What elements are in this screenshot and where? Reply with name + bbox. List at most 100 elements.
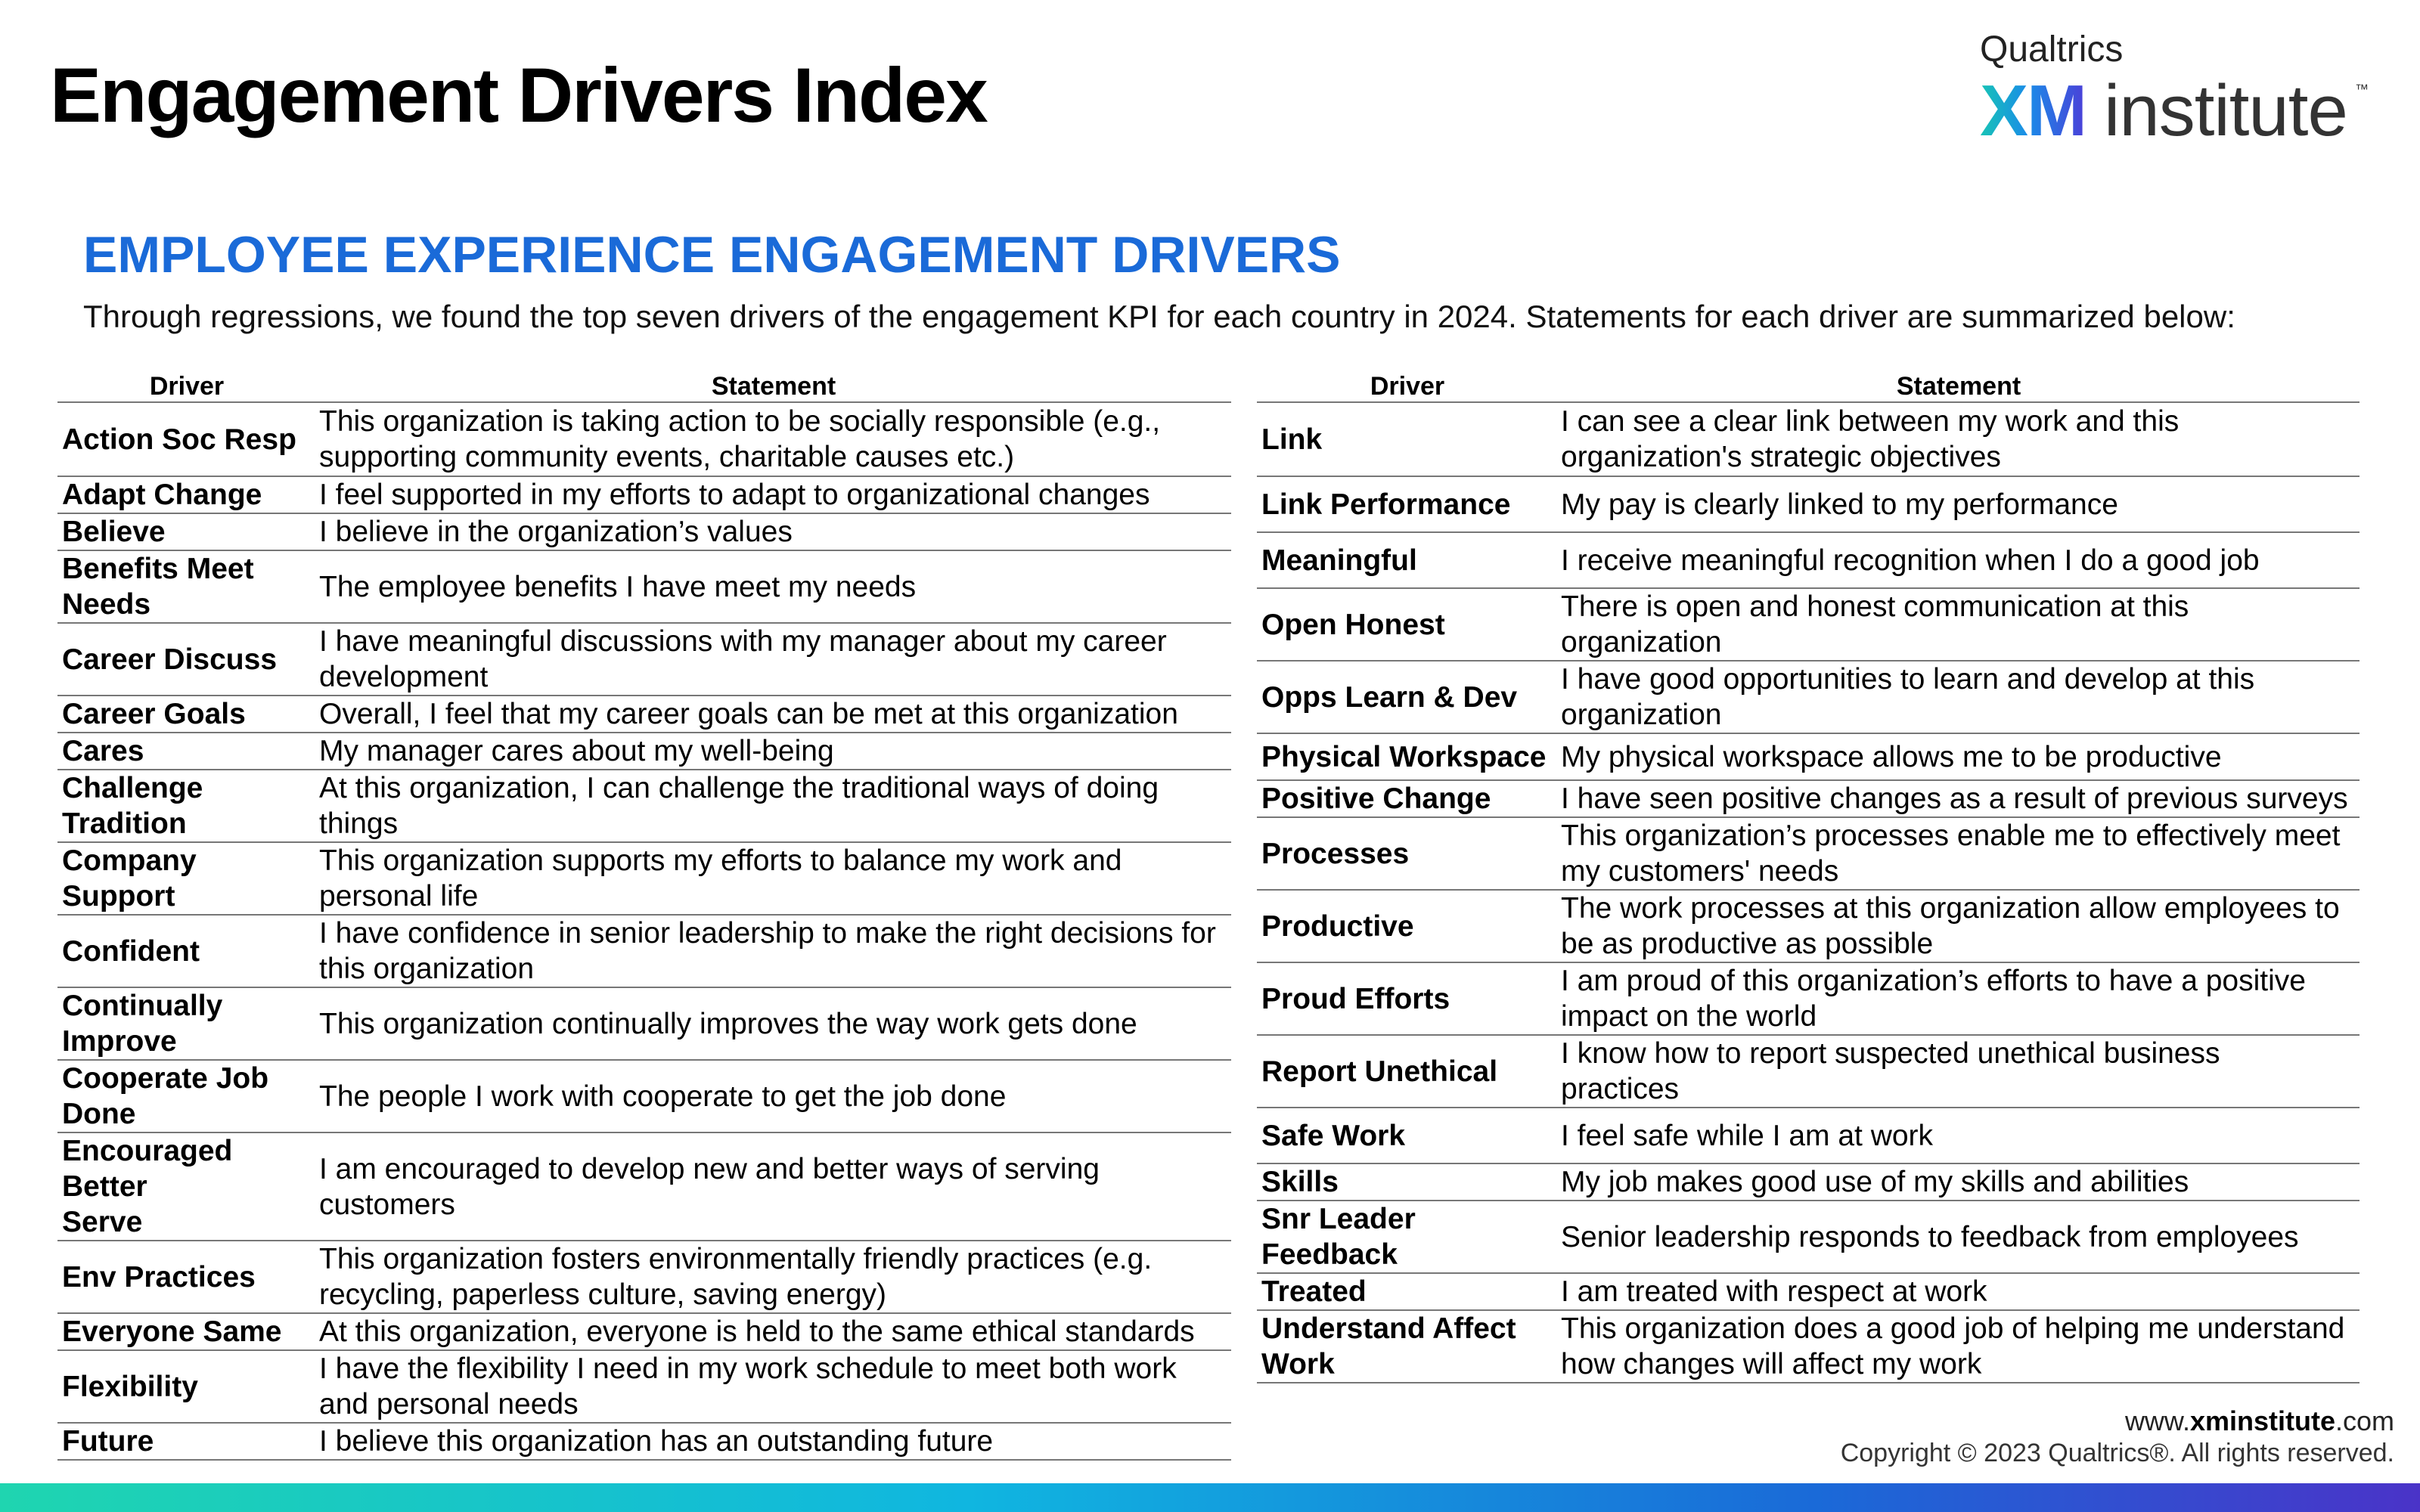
table-row: Understand Affect Work This organization d… (1257, 1310, 2360, 1383)
driver-name: Serve (62, 1206, 143, 1238)
table-row: Confident I have confidence in senior lea… (57, 915, 1231, 988)
statement-text: I receive meaningful recognition when I … (1561, 544, 2260, 577)
driver-cell: Open Honest (1257, 588, 1558, 662)
driver-name: Benefits Meet (62, 553, 254, 585)
section-subtitle: EMPLOYEE EXPERIENCE ENGAGEMENT DRIVERS (83, 226, 1341, 284)
driver-cell: Snr Leader Feedback (1257, 1201, 1558, 1274)
statement-text: things (319, 807, 399, 840)
statement-text: I feel supported in my efforts to adapt … (319, 479, 1150, 511)
statement-text: I have meaningful discussions with my ma… (319, 625, 1167, 658)
logo-qualtrics-text: Qualtrics (1980, 29, 2124, 70)
driver-cell: Confident (57, 915, 316, 988)
driver-name: Processes (1261, 837, 1410, 870)
driver-name: Future (62, 1425, 154, 1458)
statement-text: Senior leadership responds to feedback f… (1561, 1220, 2299, 1253)
driver-cell: Career Discuss (57, 623, 316, 696)
statement-text: The employee benefits I have meet my nee… (319, 570, 917, 603)
statement-cell: The employee benefits I have meet my nee… (316, 550, 1231, 624)
driver-cell: Challenge Tradition (57, 770, 316, 843)
table-row: Adapt Change I feel supported in my effor… (57, 476, 1231, 514)
statement-text: I can see a clear link between my work a… (1561, 405, 2180, 438)
statement-text: I am encouraged to develop new and bette… (319, 1152, 1100, 1185)
driver-cell: Everyone Same (57, 1313, 316, 1351)
table-row: Continually Improve This organization cont… (57, 987, 1231, 1061)
driver-name: Encouraged Better (62, 1135, 233, 1203)
table-row: Meaningful I receive meaningful recogniti… (1257, 532, 2360, 589)
statement-text: organization's strategic objectives (1561, 441, 2001, 473)
table-row: Link I can see a clear link between my wo… (1257, 402, 2360, 477)
driver-name: Link (1261, 423, 1323, 456)
driver-name: Opps Learn & Dev (1261, 680, 1518, 714)
statement-cell: My job makes good use of my skills and a… (1558, 1163, 2360, 1201)
table-row: Future I believe this organization has an… (57, 1423, 1231, 1461)
footer-url-prefix: www. (2124, 1405, 2190, 1436)
statement-column-header: Statement (316, 370, 1231, 403)
driver-cell: Skills (1257, 1163, 1558, 1201)
driver-name: Company Support (62, 844, 197, 912)
driver-name: Skills (1261, 1166, 1339, 1198)
statement-text: supporting community events, charitable … (319, 441, 1015, 473)
statement-cell: My pay is clearly linked to my performan… (1558, 476, 2360, 533)
driver-name: Confident (62, 934, 200, 968)
statement-cell: I am encouraged to develop new and bette… (316, 1132, 1231, 1241)
driver-cell: Cooperate Job Done (57, 1060, 316, 1133)
driver-cell: Safe Work (1257, 1108, 1558, 1164)
statement-column-header: Statement (1558, 370, 2360, 403)
driver-name: Career Goals (62, 698, 246, 730)
driver-name: Continually (62, 990, 223, 1022)
statement-text: My manager cares about my well-being (319, 735, 834, 767)
driver-column-header: Driver (1257, 370, 1558, 403)
driver-name: Productive (1261, 909, 1414, 943)
page-title: Engagement Drivers Index (50, 52, 988, 138)
driver-name: Career Discuss (62, 643, 278, 676)
driver-name: Believe (62, 516, 166, 548)
statement-text: organization (1561, 626, 1722, 658)
table-row: Report Unethical I know how to report sus… (1257, 1035, 2360, 1108)
driver-cell: Continually Improve (57, 987, 316, 1061)
table-row: Proud Efforts I am proud of this organiza… (1257, 962, 2360, 1036)
drivers-table-left: Driver Statement Action Soc Resp This org… (57, 370, 1231, 1461)
statement-cell: My manager cares about my well-being (316, 733, 1231, 770)
statement-cell: This organization fosters environmentall… (316, 1241, 1231, 1314)
driver-cell: Physical Workspace (1257, 733, 1558, 781)
driver-cell: Cares (57, 733, 316, 770)
statement-text: customers (319, 1188, 455, 1221)
drivers-table-right-body: Link I can see a clear link between my wo… (1257, 402, 2360, 1383)
table-header-row: Driver Statement (1257, 370, 2360, 403)
driver-name: Flexibility (62, 1370, 198, 1403)
statement-cell: This organization’s processes enable me … (1558, 817, 2360, 891)
table-row: Career Discuss I have meaningful discussi… (57, 623, 1231, 696)
statement-text: I am proud of this organization’s effort… (1561, 965, 2306, 997)
driver-name: Env Practices (62, 1260, 256, 1294)
driver-cell: Understand Affect Work (1257, 1310, 1558, 1383)
drivers-table-right: Driver Statement Link I can see a clear l… (1257, 370, 2360, 1383)
driver-cell: Believe (57, 513, 316, 551)
statement-cell: Senior leadership responds to feedback f… (1558, 1201, 2360, 1274)
statement-text: There is open and honest communication a… (1561, 590, 2189, 623)
logo-trademark: ™ (2355, 82, 2369, 97)
statement-text: I have confidence in senior leadership t… (319, 917, 1216, 950)
table-row: Link Performance My pay is clearly linked… (1257, 476, 2360, 533)
driver-name: Physical Workspace (1261, 740, 1547, 773)
table-row: Believe I believe in the organization’s v… (57, 513, 1231, 551)
table-row: Treated I am treated with respect at work (1257, 1273, 2360, 1311)
driver-name: Improve (62, 1025, 177, 1058)
footer-website[interactable]: www.xminstitute.com (2125, 1406, 2394, 1436)
statement-cell: My physical workspace allows me to be pr… (1558, 733, 2360, 781)
statement-text: This organization continually improves t… (319, 1007, 1137, 1040)
statement-text: development (319, 661, 489, 693)
driver-cell: Link (1257, 402, 1558, 477)
driver-cell: Positive Change (1257, 780, 1558, 818)
table-row: Benefits Meet Needs The employee benefits … (57, 550, 1231, 624)
driver-name: Action Soc Resp (62, 423, 296, 456)
statement-cell: I feel supported in my efforts to adapt … (316, 476, 1231, 514)
statement-cell: I have confidence in senior leadership t… (316, 915, 1231, 988)
driver-name: Work (1261, 1348, 1335, 1380)
table-row: Productive The work processes at this org… (1257, 890, 2360, 963)
driver-name: Meaningful (1261, 544, 1417, 577)
statement-cell: I believe this organization has an outst… (316, 1423, 1231, 1461)
driver-name: Tradition (62, 807, 187, 840)
driver-cell: Benefits Meet Needs (57, 550, 316, 624)
table-row: Company Support This organization support… (57, 842, 1231, 916)
statement-text: My job makes good use of my skills and a… (1561, 1166, 2189, 1198)
